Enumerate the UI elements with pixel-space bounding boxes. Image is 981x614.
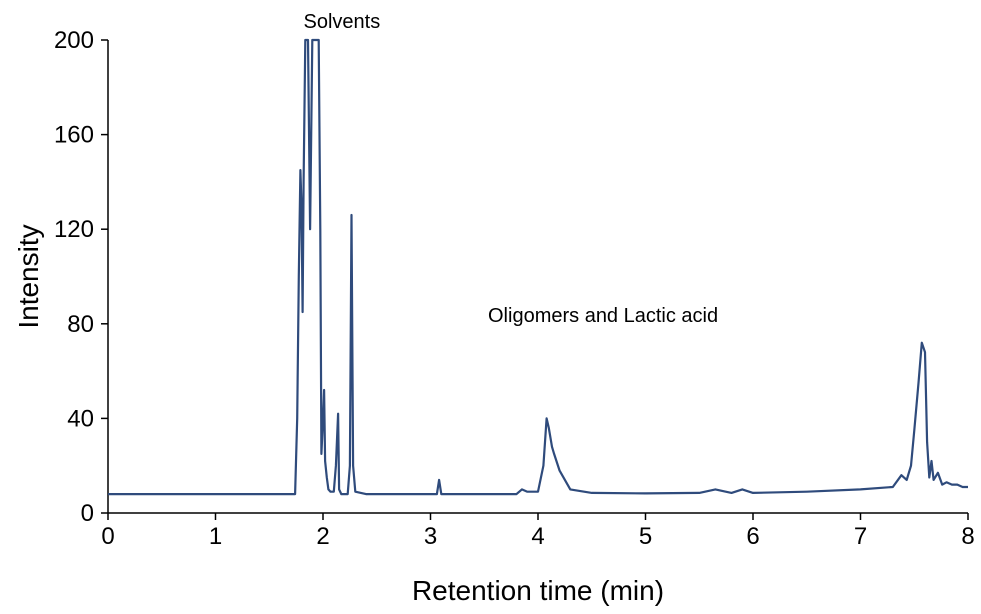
x-axis-ticks: 0 1 2 3 4 5 6 7 8 (101, 513, 975, 550)
x-tick-label: 0 (101, 523, 114, 550)
x-tick-label: 4 (531, 523, 544, 550)
y-tick-label: 160 (54, 122, 94, 149)
y-tick-label: 0 (81, 500, 94, 527)
x-tick-label: 5 (639, 523, 652, 550)
x-tick-label: 3 (424, 523, 437, 550)
annotation-solvents: Solvents (304, 11, 381, 33)
x-tick-label: 2 (316, 523, 329, 550)
x-tick-label: 1 (209, 523, 222, 550)
y-tick-label: 40 (67, 405, 94, 432)
x-tick-label: 6 (746, 523, 759, 550)
y-axis-ticks: 0 40 80 120 160 200 (54, 27, 108, 527)
y-tick-label: 80 (67, 311, 94, 338)
x-axis-title: Retention time (min) (412, 575, 664, 606)
y-tick-label: 120 (54, 216, 94, 243)
x-tick-label: 7 (854, 523, 867, 550)
x-tick-label: 8 (961, 523, 974, 550)
y-tick-label: 200 (54, 27, 94, 54)
chromatogram-trace (108, 38, 968, 496)
y-axis-title: Intensity (13, 224, 44, 328)
annotation-oligomers: Oligomers and Lactic acid (488, 305, 718, 327)
